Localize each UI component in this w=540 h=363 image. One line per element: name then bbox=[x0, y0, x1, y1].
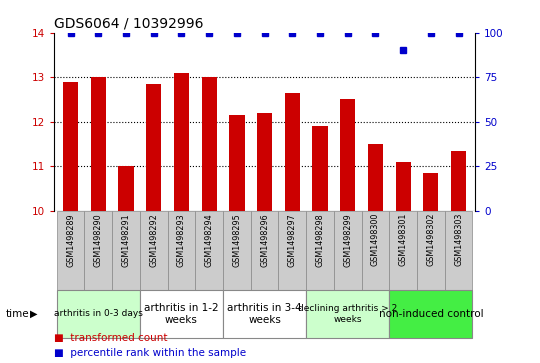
Bar bbox=[257, 113, 272, 211]
Bar bbox=[57, 290, 140, 338]
Bar bbox=[140, 290, 223, 338]
Bar bbox=[313, 126, 328, 211]
Text: GSM1498291: GSM1498291 bbox=[122, 213, 131, 266]
Bar bbox=[201, 77, 217, 211]
Text: GSM1498300: GSM1498300 bbox=[371, 213, 380, 266]
Bar bbox=[140, 211, 167, 290]
Text: declining arthritis > 2
weeks: declining arthritis > 2 weeks bbox=[298, 304, 397, 324]
Bar bbox=[306, 211, 334, 290]
Text: GSM1498297: GSM1498297 bbox=[288, 213, 297, 267]
Text: GSM1498293: GSM1498293 bbox=[177, 213, 186, 266]
Bar bbox=[362, 211, 389, 290]
Bar bbox=[195, 211, 223, 290]
Bar bbox=[84, 211, 112, 290]
Text: arthritis in 1-2
weeks: arthritis in 1-2 weeks bbox=[144, 303, 219, 325]
Text: ■  transformed count: ■ transformed count bbox=[54, 333, 167, 343]
Text: arthritis in 0-3 days: arthritis in 0-3 days bbox=[54, 310, 143, 318]
Text: GSM1498296: GSM1498296 bbox=[260, 213, 269, 266]
Text: ▶: ▶ bbox=[30, 309, 37, 319]
Bar bbox=[112, 211, 140, 290]
Text: time: time bbox=[5, 309, 29, 319]
Text: GDS6064 / 10392996: GDS6064 / 10392996 bbox=[54, 16, 204, 30]
Text: GSM1498299: GSM1498299 bbox=[343, 213, 352, 267]
Text: GSM1498295: GSM1498295 bbox=[232, 213, 241, 267]
Bar bbox=[340, 99, 355, 211]
Text: GSM1498298: GSM1498298 bbox=[315, 213, 325, 266]
Bar bbox=[423, 173, 438, 211]
Text: arthritis in 3-4
weeks: arthritis in 3-4 weeks bbox=[227, 303, 302, 325]
Text: ■  percentile rank within the sample: ■ percentile rank within the sample bbox=[54, 347, 246, 358]
Bar bbox=[417, 211, 445, 290]
Bar bbox=[251, 211, 279, 290]
Bar bbox=[91, 77, 106, 211]
Text: GSM1498289: GSM1498289 bbox=[66, 213, 75, 266]
Bar bbox=[306, 290, 389, 338]
Text: GSM1498290: GSM1498290 bbox=[94, 213, 103, 266]
Bar bbox=[451, 151, 466, 211]
Bar bbox=[368, 144, 383, 211]
Bar bbox=[167, 211, 195, 290]
Text: GSM1498292: GSM1498292 bbox=[149, 213, 158, 267]
Text: GSM1498301: GSM1498301 bbox=[399, 213, 408, 266]
Bar bbox=[223, 290, 306, 338]
Bar bbox=[118, 166, 134, 211]
Bar bbox=[279, 211, 306, 290]
Bar bbox=[445, 211, 472, 290]
Text: GSM1498302: GSM1498302 bbox=[427, 213, 435, 266]
Bar bbox=[230, 115, 245, 211]
Text: GSM1498303: GSM1498303 bbox=[454, 213, 463, 266]
Bar bbox=[285, 93, 300, 211]
Bar bbox=[174, 73, 189, 211]
Bar bbox=[63, 82, 78, 211]
Bar bbox=[223, 211, 251, 290]
Bar bbox=[389, 211, 417, 290]
Bar bbox=[146, 84, 161, 211]
Text: non-induced control: non-induced control bbox=[379, 309, 483, 319]
Bar bbox=[395, 162, 411, 211]
Bar bbox=[57, 211, 84, 290]
Bar bbox=[334, 211, 362, 290]
Bar bbox=[389, 290, 472, 338]
Text: GSM1498294: GSM1498294 bbox=[205, 213, 214, 266]
